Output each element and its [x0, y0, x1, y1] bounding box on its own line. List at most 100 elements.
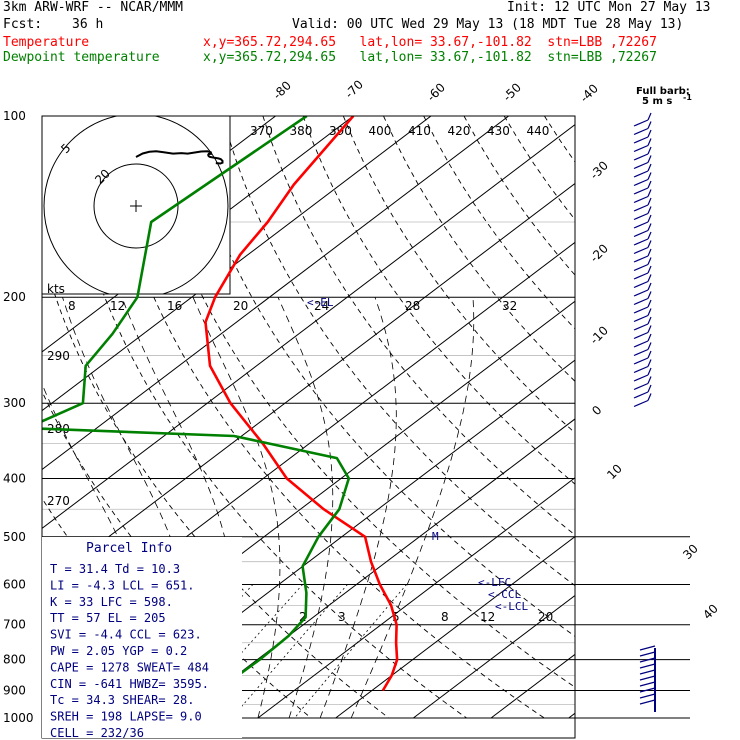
wind-barb [633, 255, 649, 263]
wind-barb [633, 246, 649, 255]
moist-adiabat-label: 8 [68, 299, 76, 313]
wind-barb [633, 178, 649, 187]
wind-barb [633, 289, 649, 297]
wind-barb [633, 391, 649, 399]
temperature-location: x,y=365.72,294.65 lat,lon= 33.67,-101.82… [203, 35, 657, 50]
wind-barb [639, 687, 656, 693]
moist-adiabat-label: 20 [233, 299, 248, 313]
wind-barb-flag [647, 240, 652, 248]
wind-barb-flag [647, 214, 652, 223]
pressure-tick-label: 400 [3, 471, 26, 485]
wind-barb-flag [647, 384, 652, 393]
isotherm-label: -30 [587, 158, 611, 182]
wind-barb [633, 263, 649, 272]
isotherm-line [42, 123, 575, 530]
isotherm-label: -80 [270, 78, 294, 102]
wind-barb-flag [647, 291, 652, 299]
full-barb-exponent: -1 [683, 93, 692, 102]
theta-label: 380 [290, 124, 313, 138]
isotherm-label: 10 [604, 461, 625, 482]
temperature-profile [204, 116, 399, 692]
wind-barb [639, 693, 656, 699]
wind-barb-flag [647, 376, 652, 384]
dewpoint-legend: Dewpoint temperature [3, 50, 160, 65]
wind-barb [633, 280, 649, 289]
dry-adiabat [61, 116, 467, 719]
pressure-tick-label: 200 [3, 290, 26, 304]
wind-barb [633, 127, 649, 136]
wind-barb [639, 651, 656, 657]
wind-barb [639, 645, 656, 651]
wind-barb-flag [647, 138, 652, 146]
wind-barb [639, 699, 656, 705]
wind-barb [633, 119, 649, 127]
isotherm-line [257, 477, 575, 719]
wind-barb [633, 348, 649, 357]
isotherm-label: -10 [587, 323, 611, 347]
wind-barb [633, 297, 649, 306]
parcel-info-line: CIN = -641 HWBZ= 3595. [50, 677, 209, 691]
dry-adiabat [423, 116, 575, 330]
pressure-tick-label: 1000 [3, 711, 34, 725]
parcel-info-line: CELL = 232/36 [50, 726, 144, 740]
wind-barb [633, 399, 649, 408]
wind-barb-flag [647, 316, 652, 325]
dewpoint-profile [42, 116, 351, 692]
isotherm-label: 40 [700, 601, 721, 622]
wind-barb-flag [647, 112, 652, 121]
isotherm-line [179, 418, 575, 719]
hodograph-ring-outer [43, 116, 229, 294]
dry-adiabat [101, 116, 545, 719]
wind-barb [633, 323, 649, 331]
wind-barb-flag [647, 189, 652, 197]
pressure-tick-label: 700 [3, 618, 26, 632]
theta-side-label: 290 [47, 349, 70, 363]
dry-adiabat [665, 116, 740, 718]
dry-adiabat [342, 116, 575, 434]
wind-barb-flag [647, 393, 652, 401]
theta-label: 400 [369, 124, 392, 138]
wind-barb-flag [647, 155, 652, 163]
isotherm-label: -60 [424, 80, 448, 104]
wind-barb [633, 195, 649, 204]
parcel-info-line: K = 33 LFC = 598. [50, 595, 173, 609]
moist-adiabat-label: 24 [314, 299, 329, 313]
wind-barb [639, 675, 656, 681]
wind-barb-flag [647, 325, 652, 333]
dry-adiabat [181, 116, 575, 637]
theta-label: 420 [448, 124, 471, 138]
moist-adiabat-label: 28 [405, 299, 420, 313]
temperature-legend: Temperature [3, 35, 90, 50]
pressure-tick-label: 500 [3, 530, 26, 544]
wind-barb-flag [647, 223, 652, 231]
wind-barb [639, 657, 656, 663]
isotherm-label: -20 [587, 241, 611, 265]
wind-barb [633, 170, 649, 178]
theta-label: 440 [527, 124, 550, 138]
parcel-info-title: Parcel Info [86, 541, 172, 556]
parcel-info-line: TT = 57 EL = 205 [50, 611, 166, 625]
isotherm-label: -70 [342, 77, 366, 101]
mixing-ratio-line [231, 584, 348, 719]
pressure-tick-label: 600 [3, 577, 26, 591]
lfc-marker: <-LFC [478, 576, 511, 589]
hodograph-ring-inner [93, 163, 179, 249]
wind-barb-flag [647, 350, 652, 359]
m-marker: M [432, 530, 439, 543]
theta-side-label: 270 [47, 494, 70, 508]
parcel-level-markers: <-LFC <-CCL <-LCL <-EL M [307, 296, 528, 613]
ccl-marker: <-CCL [488, 588, 521, 601]
wind-barb [633, 212, 649, 221]
wind-barb-flag [647, 197, 652, 206]
wind-barb [639, 663, 656, 669]
wind-barb [633, 153, 649, 161]
isotherm-line [42, 116, 432, 412]
plot-frame [41, 115, 576, 739]
mixing-ratio-label: 2 [299, 610, 307, 624]
mixing-ratio-line [294, 584, 407, 719]
dry-adiabat [383, 116, 575, 382]
theta-label: 430 [487, 124, 510, 138]
wind-barb-flag [647, 257, 652, 265]
wind-barb-flag [647, 163, 652, 172]
